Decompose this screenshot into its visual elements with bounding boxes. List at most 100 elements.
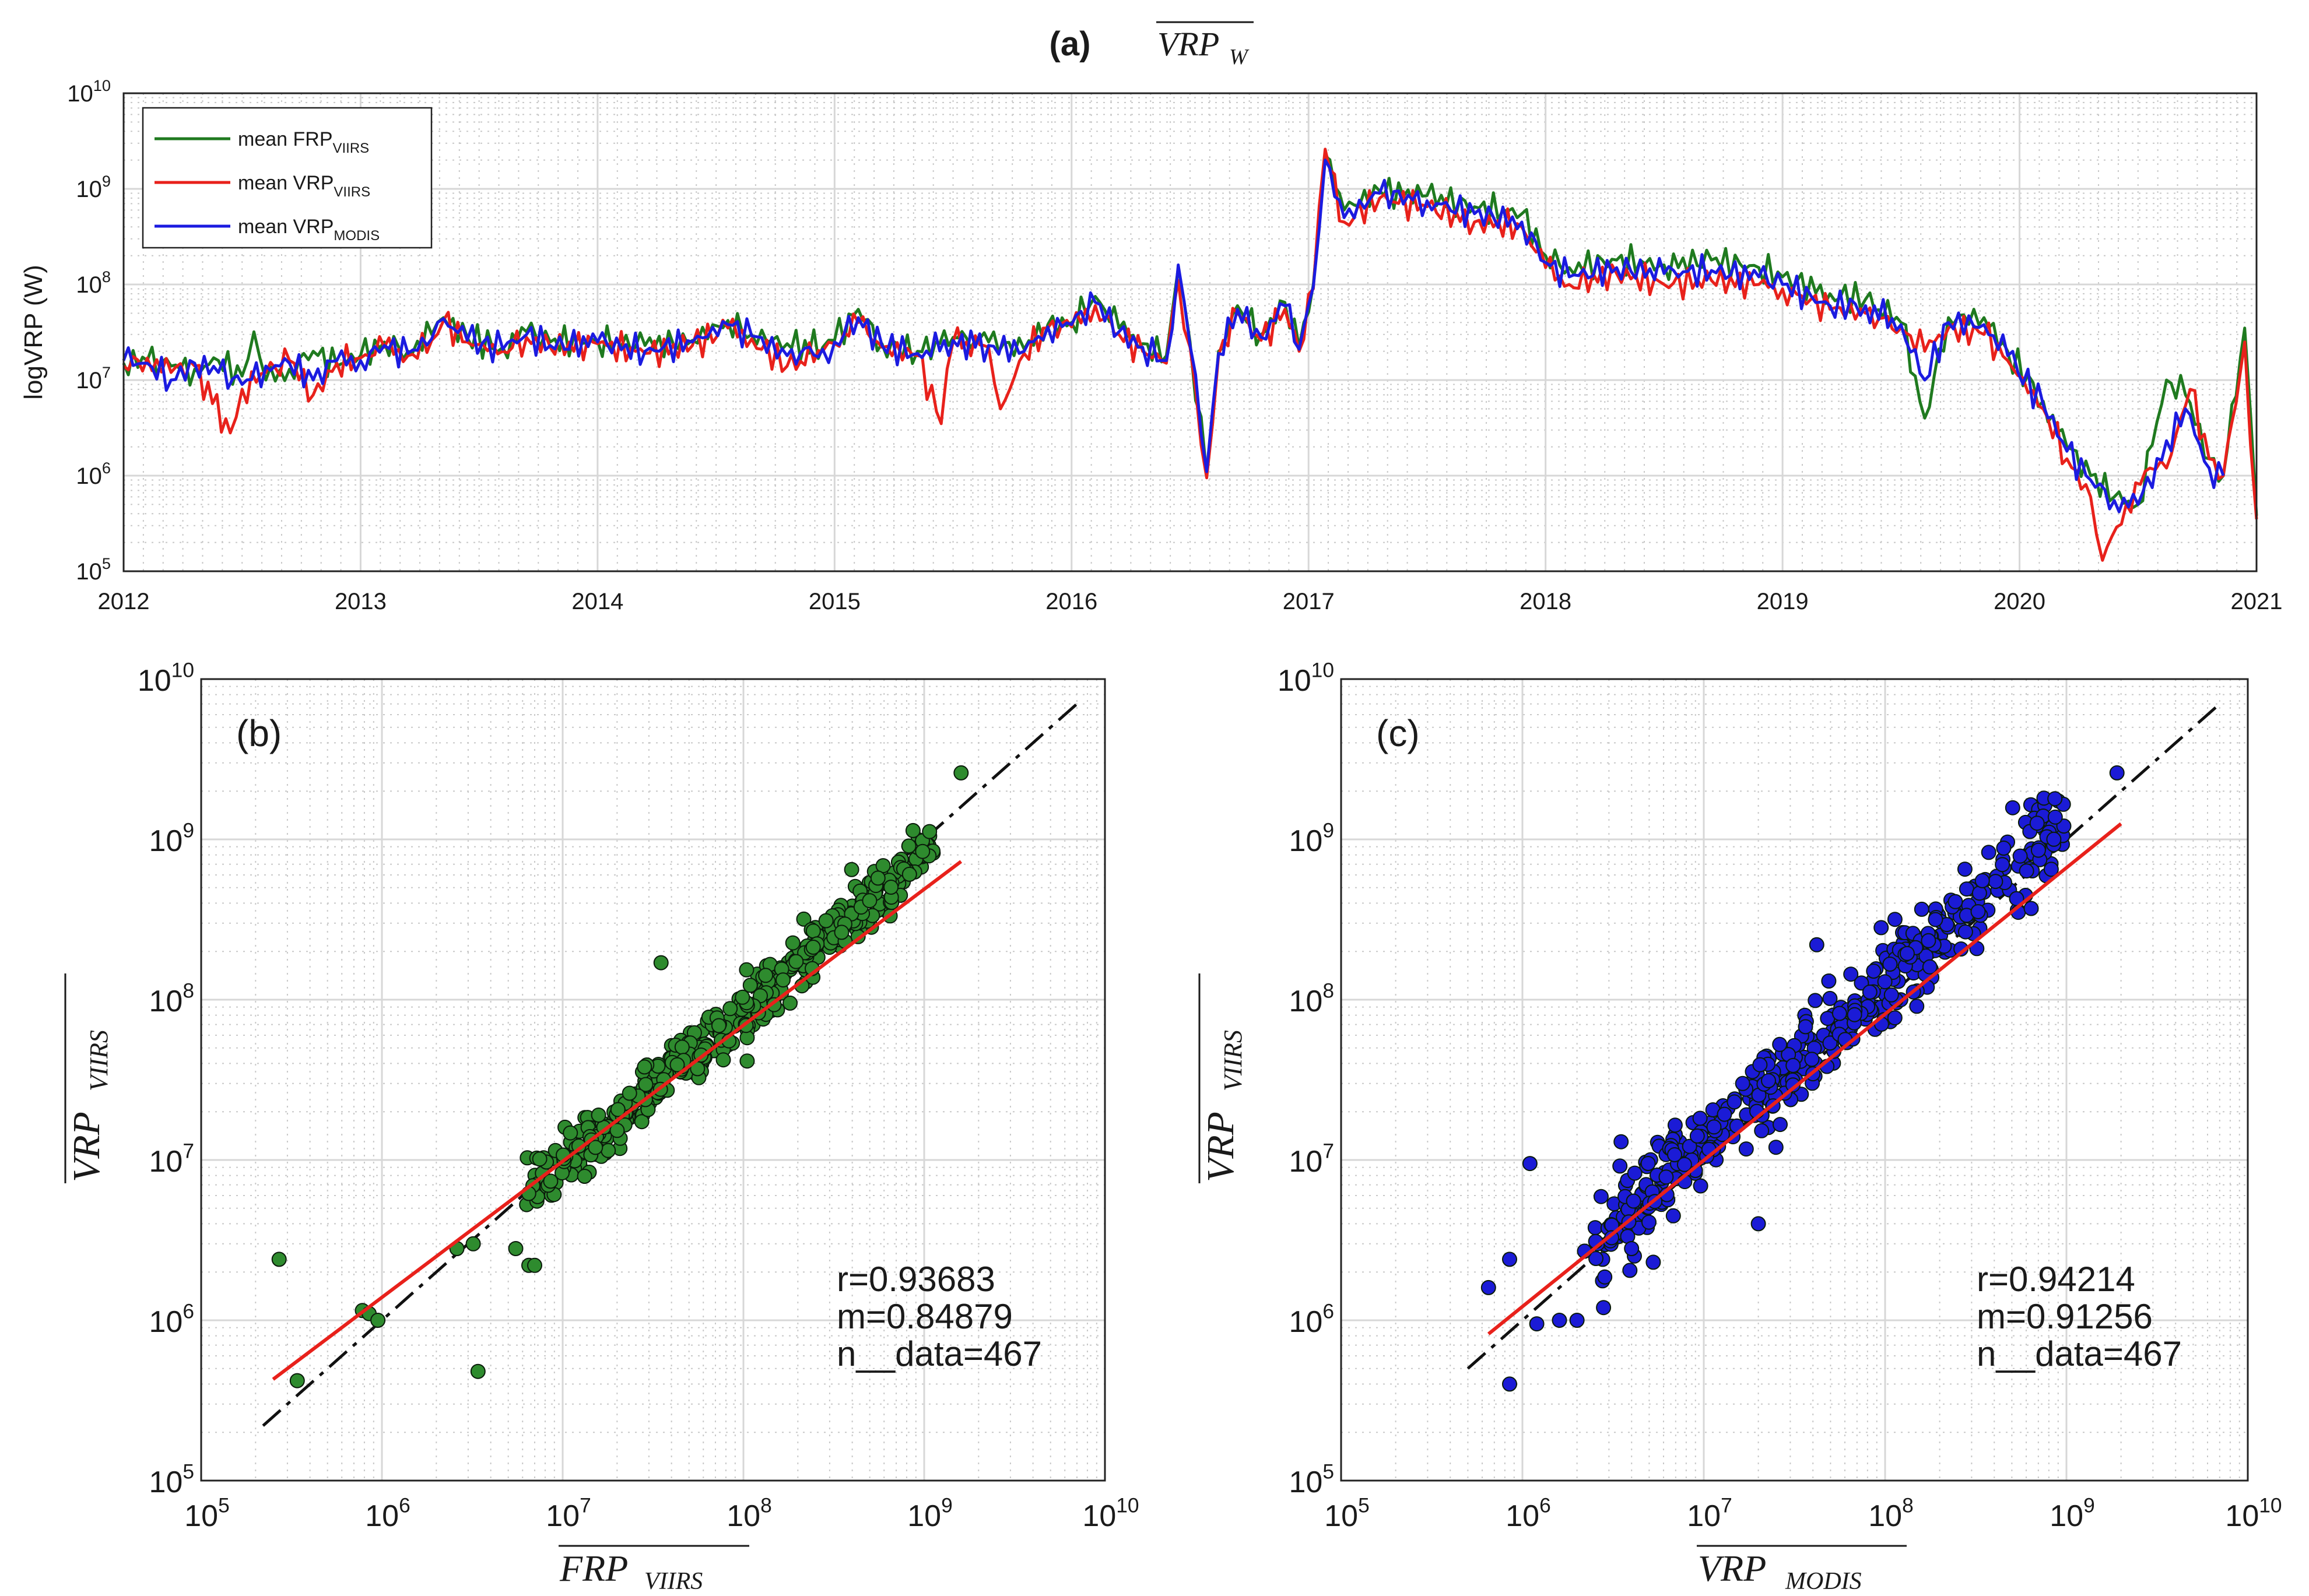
panel-a-y-axis-label: logVRP (W) <box>19 265 48 399</box>
y-tick-label: 105 <box>76 554 111 585</box>
data-point <box>1622 1263 1638 1278</box>
legend-label-name: mean VRP <box>238 216 334 238</box>
y-tick-label-base: 10 <box>76 177 102 202</box>
data-point <box>543 1173 559 1189</box>
y-tick-label-base: 10 <box>1289 985 1322 1018</box>
data-point <box>1645 1254 1661 1270</box>
panel-c-y-axis-label: VRP VIIRS <box>1198 973 1247 1183</box>
stats-line: r=0.94214 <box>1977 1260 2135 1299</box>
data-point <box>1692 1110 1708 1126</box>
data-point <box>588 1140 603 1155</box>
x-tick-label-base: 10 <box>365 1499 399 1533</box>
data-point <box>1821 973 1837 989</box>
data-point <box>1667 1147 1682 1162</box>
y-tick-label-base: 10 <box>1289 824 1322 858</box>
data-point <box>1873 920 1889 936</box>
x-tick-label-base: 10 <box>1324 1499 1358 1533</box>
x-tick-label-base: 10 <box>1506 1499 1539 1533</box>
y-tick-label-base: 10 <box>149 1305 183 1339</box>
y-tick-label: 107 <box>76 363 111 393</box>
panel-c-x-label-main: VRP <box>1698 1548 1766 1589</box>
data-point <box>1502 1252 1517 1267</box>
data-point <box>1822 990 1838 1006</box>
y-tick-label: 105 <box>149 1461 194 1499</box>
x-tick-label: 105 <box>1324 1495 1370 1533</box>
y-tick-label-exp: 7 <box>183 1140 194 1163</box>
x-tick-label: 2017 <box>1283 589 1335 614</box>
data-point <box>1738 1141 1754 1157</box>
data-point <box>901 838 917 854</box>
y-tick-label-base: 10 <box>1278 664 1311 698</box>
data-point <box>2047 809 2063 825</box>
y-tick-label-exp: 10 <box>1311 659 1334 682</box>
x-tick-label: 2018 <box>1520 589 1571 614</box>
data-point <box>1882 957 1898 972</box>
y-tick-label-base: 10 <box>67 81 93 107</box>
panel-a-plot-frame <box>122 92 2258 572</box>
data-point <box>1627 1165 1643 1181</box>
data-point <box>1887 912 1903 927</box>
y-tick-label-base: 10 <box>138 664 171 698</box>
x-tick-label-base: 10 <box>184 1499 218 1533</box>
y-tick-label-exp: 5 <box>102 554 111 572</box>
x-tick-label-exp: 5 <box>218 1495 230 1517</box>
x-tick-label: 106 <box>1506 1495 1551 1533</box>
data-point <box>1502 1376 1517 1392</box>
data-point <box>1750 1216 1766 1232</box>
data-point <box>1604 1230 1619 1246</box>
data-point <box>953 765 969 781</box>
data-point <box>739 1053 755 1069</box>
y-tick-label-exp: 6 <box>1322 1300 1334 1323</box>
y-tick-label-exp: 10 <box>93 76 111 94</box>
data-point <box>739 962 755 978</box>
data-point <box>1988 874 2003 890</box>
y-tick-label-base: 10 <box>1289 1145 1322 1179</box>
data-point <box>1957 924 1973 940</box>
x-tick-label: 2019 <box>1757 589 1809 614</box>
panel-b-y-label-main: VRP <box>65 1112 108 1182</box>
data-point <box>782 995 798 1011</box>
y-tick-label-base: 10 <box>76 559 102 585</box>
x-tick-label-exp: 9 <box>941 1495 953 1517</box>
data-point <box>796 911 812 927</box>
data-point <box>674 1039 690 1055</box>
data-point <box>289 1373 305 1388</box>
y-tick-label-exp: 10 <box>171 659 194 682</box>
data-point <box>758 968 774 983</box>
panel-b-grid <box>201 679 1105 1481</box>
y-tick-label-base: 10 <box>76 272 102 298</box>
data-point <box>2109 765 2125 781</box>
stats-line: r=0.93683 <box>837 1260 995 1299</box>
y-tick-label: 108 <box>1289 980 1334 1018</box>
x-tick-label: 106 <box>365 1495 410 1533</box>
x-tick-label-exp: 9 <box>2083 1495 2095 1517</box>
y-tick-label: 106 <box>1289 1300 1334 1339</box>
data-point <box>2023 901 2039 916</box>
data-point <box>1665 1208 1681 1224</box>
x-tick-label-base: 10 <box>1868 1499 1902 1533</box>
x-tick-label: 109 <box>2050 1495 2095 1533</box>
data-point <box>742 978 758 993</box>
legend-label-sub: VIIRS <box>334 184 370 200</box>
panel-b-x-tick-labels: 105 106 107 108 109 1010 <box>184 1495 1139 1533</box>
y-tick-label: 109 <box>76 172 111 202</box>
y-tick-label-exp: 8 <box>1322 980 1334 1003</box>
data-point <box>1809 937 1824 952</box>
y-tick-label-base: 10 <box>76 463 102 489</box>
data-point <box>711 1018 727 1033</box>
data-point <box>805 923 821 939</box>
fit-line <box>1487 822 2122 1335</box>
data-point <box>610 1102 626 1117</box>
data-point <box>2030 842 2046 858</box>
y-tick-label: 108 <box>76 268 111 298</box>
data-point <box>1706 1119 1722 1135</box>
x-tick-label-base: 10 <box>907 1499 941 1533</box>
panel-a-label: (a) <box>1050 25 1091 63</box>
data-point <box>1624 1241 1640 1256</box>
y-tick-label: 107 <box>149 1140 194 1179</box>
data-point <box>1877 974 1893 990</box>
x-tick-label: 1010 <box>1082 1495 1139 1533</box>
data-point <box>601 1142 616 1158</box>
legend-label-name: mean FRP <box>238 128 333 150</box>
